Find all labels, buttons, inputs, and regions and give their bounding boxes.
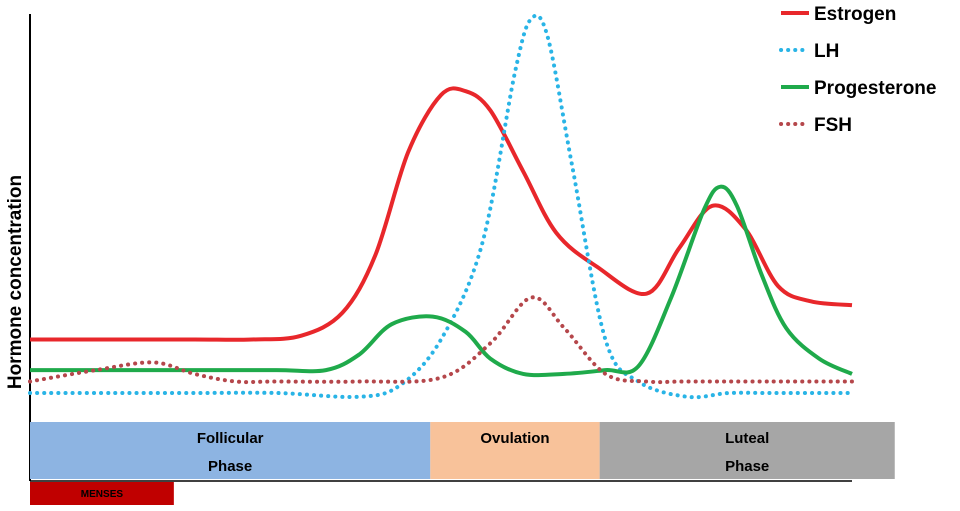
menses-bar: MENSES xyxy=(30,482,174,505)
series-line-estrogen xyxy=(30,86,853,342)
series-line-lh xyxy=(28,13,854,400)
series-line-fsh xyxy=(28,295,854,385)
phase-bar-ovulation xyxy=(430,422,600,479)
legend-label-estrogen: Estrogen xyxy=(814,4,896,25)
legend: Estrogen LH Progesterone FSH xyxy=(779,4,936,136)
menses-label: MENSES xyxy=(81,489,124,500)
phase-label-follicular: Follicular xyxy=(197,430,264,447)
phase-bar-luteal xyxy=(599,422,895,479)
series-lines xyxy=(28,13,854,400)
legend-label-lh: LH xyxy=(814,41,839,62)
phase-label-follicular-line2: Phase xyxy=(208,458,252,475)
phase-label-luteal: Luteal xyxy=(725,430,769,447)
legend-label-progesterone: Progesterone xyxy=(814,78,936,99)
legend-label-fsh: FSH xyxy=(814,115,852,136)
phase-bars: Follicular Phase Ovulation Luteal Phase xyxy=(30,422,895,479)
phase-label-luteal-line2: Phase xyxy=(725,458,769,475)
phase-label-ovulation: Ovulation xyxy=(480,430,549,447)
series-line-progesterone xyxy=(30,184,853,378)
phase-bar-follicular xyxy=(30,422,431,479)
menses-rect xyxy=(30,482,174,505)
y-axis-label: Hormone concentration xyxy=(5,175,26,389)
